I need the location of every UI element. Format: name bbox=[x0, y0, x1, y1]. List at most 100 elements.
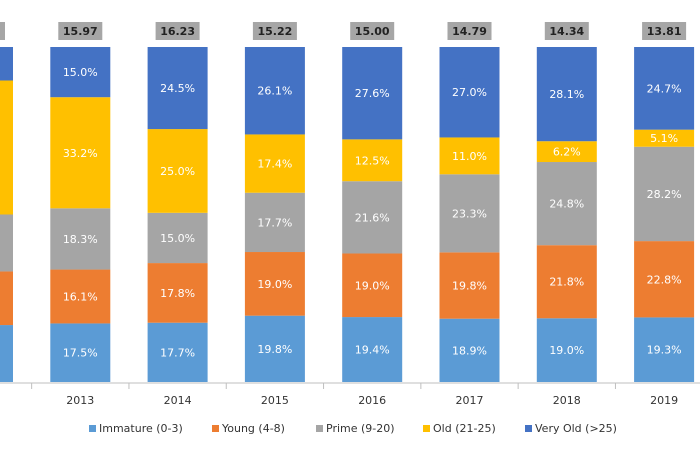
bar-segment-2017-s4 bbox=[439, 47, 500, 138]
bar-segment-2019-s1 bbox=[634, 241, 695, 318]
bar-segment-2016-s2 bbox=[342, 181, 403, 254]
total-badge-2015 bbox=[252, 22, 297, 40]
data-label-2014-s3: 25.0% bbox=[160, 165, 195, 178]
data-label-2013-s1: 16.1% bbox=[63, 290, 98, 303]
legend-swatch-s3 bbox=[423, 425, 430, 432]
data-label-2018-s0: 19.0% bbox=[549, 344, 584, 357]
x-tick-label-2016: 2016 bbox=[358, 394, 386, 407]
data-label-2015-s0: 19.8% bbox=[257, 343, 292, 356]
data-label-2015-s2: 17.7% bbox=[257, 216, 292, 229]
bar-segment-2015-s1 bbox=[244, 252, 305, 316]
data-label-2019-s3: 5.1% bbox=[650, 132, 678, 145]
data-label-2014-s2: 15.0% bbox=[160, 232, 195, 245]
bar-segment-2018-s3 bbox=[536, 141, 597, 163]
data-label-2013-s2: 18.3% bbox=[63, 233, 98, 246]
bars-layer: 17.0%16.0%17.0%40.0%10.0%17.5%16.1%18.3%… bbox=[0, 47, 695, 382]
x-tick-label-2014: 2014 bbox=[164, 394, 192, 407]
bar-segment-2015-s2 bbox=[244, 192, 305, 253]
bar-segment-2013-s2 bbox=[50, 208, 111, 270]
bar-segment-2012-s3 bbox=[0, 80, 13, 215]
bar-segment-2014-s0 bbox=[147, 322, 208, 382]
data-label-2013-s0: 17.5% bbox=[63, 347, 98, 360]
total-badge-2019 bbox=[642, 22, 687, 40]
legend-swatch-s0 bbox=[89, 425, 96, 432]
bar-segment-2016-s0 bbox=[342, 317, 403, 382]
data-label-2015-s1: 19.0% bbox=[257, 278, 292, 291]
data-label-2013-s3: 33.2% bbox=[63, 147, 98, 160]
bar-segment-2013-s0 bbox=[50, 323, 111, 382]
bar-segment-2012-s1 bbox=[0, 271, 13, 326]
data-label-2017-s3: 11.0% bbox=[452, 150, 487, 163]
bar-segment-2015-s3 bbox=[244, 134, 305, 193]
data-label-2014-s4: 24.5% bbox=[160, 82, 195, 95]
bar-segment-2016-s1 bbox=[342, 253, 403, 318]
data-label-2015-s4: 26.1% bbox=[257, 85, 292, 98]
data-label-2016-s4: 27.6% bbox=[355, 87, 390, 100]
bar-segment-2014-s4 bbox=[147, 47, 208, 130]
bar-segment-2014-s3 bbox=[147, 129, 208, 213]
bar-segment-2019-s0 bbox=[634, 317, 695, 382]
total-label-2016: 15.00 bbox=[355, 25, 390, 38]
legend-label-s0: Immature (0-3) bbox=[99, 422, 183, 435]
total-label-2015: 15.22 bbox=[258, 25, 293, 38]
bar-segment-2018-s1 bbox=[536, 245, 597, 319]
bar-segment-2013-s1 bbox=[50, 269, 111, 324]
total-label-2013: 15.97 bbox=[63, 25, 98, 38]
data-label-2018-s2: 24.8% bbox=[549, 198, 584, 211]
bar-segment-2017-s0 bbox=[439, 318, 500, 382]
bar-segment-2017-s3 bbox=[439, 137, 500, 175]
x-tick-label-2017: 2017 bbox=[456, 394, 484, 407]
bar-segment-2017-s2 bbox=[439, 174, 500, 253]
legend-label-s1: Young (4-8) bbox=[221, 422, 285, 435]
data-label-2017-s4: 27.0% bbox=[452, 86, 487, 99]
bar-segment-2013-s4 bbox=[50, 47, 111, 98]
legend-label-s3: Old (21-25) bbox=[433, 422, 496, 435]
legend-label-s4: Very Old (>25) bbox=[535, 422, 617, 435]
bar-segment-2015-s0 bbox=[244, 315, 305, 382]
data-label-2019-s0: 19.3% bbox=[647, 344, 682, 357]
total-badge-2013 bbox=[58, 22, 103, 40]
total-badge-2017 bbox=[447, 22, 492, 40]
data-label-2014-s0: 17.7% bbox=[160, 346, 195, 359]
data-label-2018-s4: 28.1% bbox=[549, 88, 584, 101]
x-tick-label-2019: 2019 bbox=[650, 394, 678, 407]
data-label-2013-s4: 15.0% bbox=[63, 66, 98, 79]
data-label-2017-s1: 19.8% bbox=[452, 280, 487, 293]
bar-segment-2018-s2 bbox=[536, 162, 597, 246]
legend: Immature (0-3) Young (4-8) Prime (9-20) Old… bbox=[89, 422, 617, 435]
x-axis: 20122013201420152016201720182019 bbox=[0, 382, 700, 407]
data-label-2018-s3: 6.2% bbox=[553, 146, 581, 159]
bar-segment-2019-s4 bbox=[634, 47, 695, 130]
bar-segment-2013-s3 bbox=[50, 97, 111, 209]
x-tick-label-2018: 2018 bbox=[553, 394, 581, 407]
total-label-2014: 16.23 bbox=[160, 25, 195, 38]
data-label-2019-s1: 22.8% bbox=[647, 273, 682, 286]
total-badge-2014 bbox=[155, 22, 200, 40]
bar-segment-2018-s4 bbox=[536, 47, 597, 142]
data-label-2016-s2: 21.6% bbox=[355, 211, 390, 224]
data-label-2014-s1: 17.8% bbox=[160, 287, 195, 300]
data-label-2018-s1: 21.8% bbox=[549, 276, 584, 289]
total-label-2017: 14.79 bbox=[452, 25, 487, 38]
bar-segment-2019-s2 bbox=[634, 146, 695, 242]
total-badge-2018 bbox=[544, 22, 589, 40]
legend-swatch-s1 bbox=[212, 425, 219, 432]
data-label-2016-s3: 12.5% bbox=[355, 154, 390, 167]
total-badge-2012 bbox=[0, 22, 5, 40]
data-label-2019-s2: 28.2% bbox=[647, 188, 682, 201]
bar-segment-2012-s2 bbox=[0, 214, 13, 272]
total-badge-2016 bbox=[350, 22, 395, 40]
bar-segment-2016-s3 bbox=[342, 139, 403, 182]
bar-segment-2012-s0 bbox=[0, 325, 13, 382]
bar-segment-2019-s3 bbox=[634, 129, 695, 147]
bar-segment-2012-s4 bbox=[0, 47, 13, 81]
bar-segment-2014-s1 bbox=[147, 263, 208, 323]
data-label-2017-s2: 23.3% bbox=[452, 207, 487, 220]
data-label-2017-s0: 18.9% bbox=[452, 344, 487, 357]
legend-label-s2: Prime (9-20) bbox=[326, 422, 395, 435]
data-label-2016-s1: 19.0% bbox=[355, 279, 390, 292]
bar-segment-2017-s1 bbox=[439, 252, 500, 319]
